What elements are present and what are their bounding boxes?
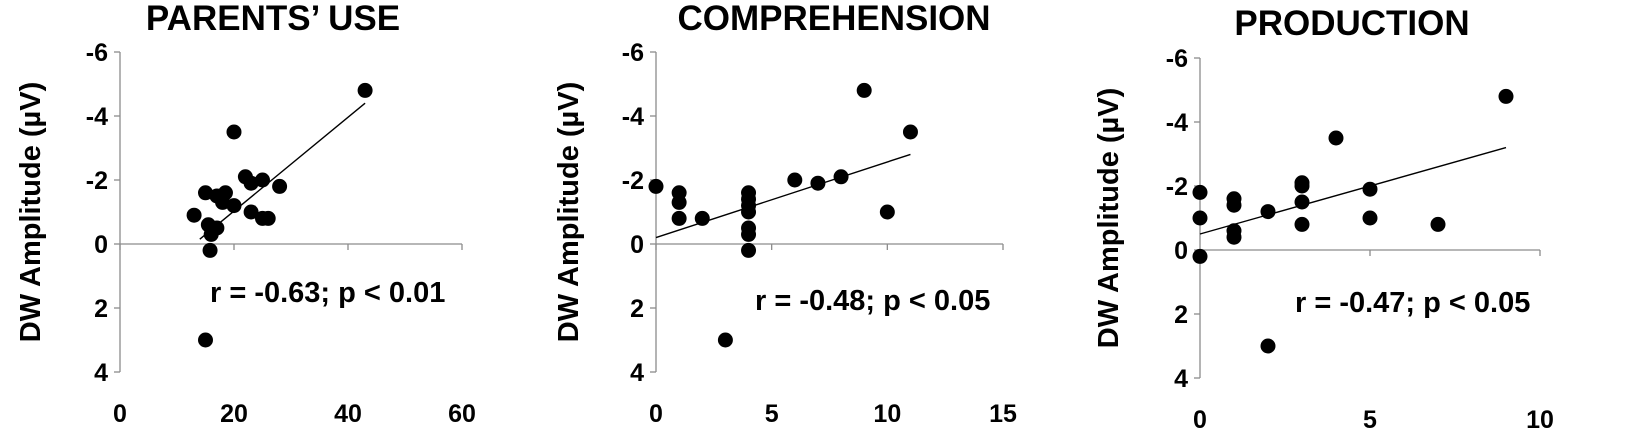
data-point [787, 172, 803, 188]
x-tick-label: 60 [448, 400, 476, 428]
y-tick-label: -4 [622, 103, 644, 131]
correlation-annotation: r = -0.63; p < 0.01 [210, 277, 445, 309]
data-point [1192, 248, 1208, 264]
x-tick-label: 40 [334, 400, 362, 428]
x-tick-label: 0 [113, 400, 127, 428]
y-tick-label: 2 [94, 295, 108, 323]
x-tick-label: 10 [1526, 406, 1554, 434]
data-point [217, 185, 233, 201]
data-point [717, 332, 733, 348]
data-point [902, 124, 918, 140]
x-tick-label: 5 [765, 400, 779, 428]
data-point [856, 82, 872, 98]
x-tick-label: 20 [220, 400, 248, 428]
data-point [1260, 338, 1276, 354]
y-axis-label: DW Amplitude (µV) [1093, 88, 1125, 349]
data-point [833, 169, 849, 185]
data-point [879, 204, 895, 220]
data-point [272, 178, 288, 194]
data-point [671, 194, 687, 210]
y-tick-label: 0 [94, 231, 108, 259]
data-point [1362, 210, 1378, 226]
data-point [226, 198, 242, 214]
data-point [1294, 194, 1310, 210]
x-tick-label: 0 [1193, 406, 1207, 434]
data-point [741, 204, 757, 220]
x-tick-label: 15 [989, 400, 1017, 428]
data-point [198, 332, 213, 348]
data-point [186, 207, 202, 223]
data-point [357, 82, 373, 98]
y-tick-label: -6 [1166, 45, 1188, 73]
data-point [1192, 184, 1208, 200]
data-point [694, 210, 710, 226]
y-axis-label: DW Amplitude (µV) [15, 82, 47, 343]
data-point [810, 175, 826, 191]
data-point [1260, 204, 1276, 220]
y-tick-label: -4 [1166, 109, 1188, 137]
chart-title: COMPREHENSION [677, 0, 990, 38]
data-point [209, 220, 225, 236]
correlation-annotation: r = -0.48; p < 0.05 [755, 285, 990, 317]
x-tick-label: 5 [1363, 406, 1377, 434]
data-point [741, 226, 757, 242]
y-tick-label: 2 [1174, 301, 1188, 329]
chart-title: PARENTS’ USE [146, 0, 400, 38]
y-axis-label: DW Amplitude (µV) [553, 82, 585, 343]
y-tick-label: 2 [630, 295, 644, 323]
data-point [255, 172, 270, 188]
y-tick-label: 4 [1174, 365, 1188, 393]
data-point [648, 178, 664, 194]
y-tick-label: -2 [622, 167, 644, 195]
data-point [1328, 130, 1344, 146]
data-point [1226, 229, 1242, 245]
trend-line [655, 153, 911, 239]
y-tick-label: 4 [630, 359, 644, 387]
x-tick-label: 0 [649, 400, 663, 428]
y-tick-label: -6 [86, 39, 108, 67]
data-point [1430, 216, 1446, 232]
data-point [1294, 216, 1310, 232]
y-tick-label: -6 [622, 39, 644, 67]
data-point [1498, 88, 1514, 104]
trend-line [199, 102, 366, 240]
data-point [1294, 178, 1310, 194]
y-tick-label: -2 [1166, 173, 1188, 201]
chart-title: PRODUCTION [1234, 4, 1469, 43]
data-point [1192, 210, 1208, 226]
y-tick-label: -2 [86, 167, 108, 195]
data-point [1226, 197, 1242, 213]
data-point [198, 185, 213, 201]
y-tick-label: 0 [1174, 237, 1188, 265]
data-point [741, 242, 757, 258]
data-point [260, 210, 276, 226]
data-point [1362, 181, 1378, 197]
correlation-annotation: r = -0.47; p < 0.05 [1295, 287, 1530, 319]
data-point [243, 175, 259, 191]
data-point [226, 124, 242, 140]
trend-line [1199, 146, 1507, 235]
x-tick-label: 10 [873, 400, 901, 428]
y-tick-label: 0 [630, 231, 644, 259]
y-tick-label: 4 [94, 359, 108, 387]
data-point [243, 204, 259, 220]
y-tick-label: -4 [86, 103, 108, 131]
data-point [671, 210, 687, 226]
data-point [202, 242, 218, 258]
